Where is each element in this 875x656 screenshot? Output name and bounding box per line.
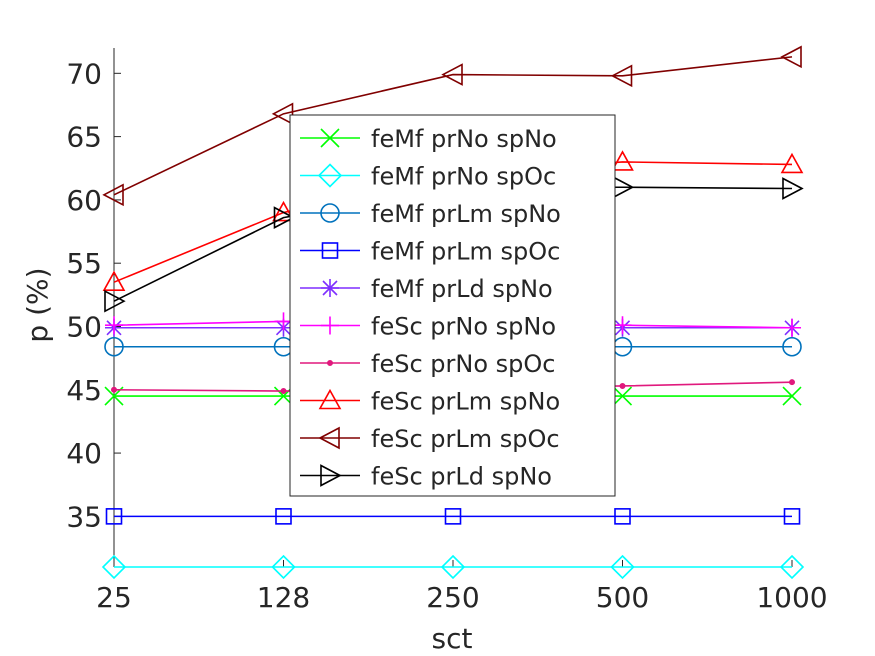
- legend-label: feMf prLd spNo: [371, 275, 553, 303]
- x-tick-label: 250: [426, 581, 479, 614]
- legend-item: feSc prNo spNo: [300, 313, 556, 341]
- legend-label: feMf prLm spNo: [371, 200, 561, 228]
- y-tick-label: 50: [66, 310, 102, 343]
- series-line: [113, 56, 793, 196]
- legend-item: feMf prLd spNo: [300, 275, 553, 303]
- data-point: [619, 382, 626, 389]
- data-point: [272, 200, 295, 222]
- data-point: [444, 508, 462, 525]
- data-point: [611, 150, 634, 171]
- data-point: [783, 508, 801, 525]
- legend-item: feMf prLm spNo: [300, 200, 561, 228]
- data-point: [610, 554, 635, 580]
- legend-item: feSc prLd spNo: [300, 463, 552, 491]
- data-point: [612, 386, 633, 406]
- series-layer: [101, 45, 805, 580]
- legend-label: feSc prNo spOc: [371, 350, 555, 378]
- data-point: [789, 379, 795, 386]
- data-point: [102, 270, 126, 291]
- data-point: [782, 177, 804, 200]
- data-point: [782, 386, 802, 406]
- legend-marker: [320, 128, 340, 148]
- data-point: [105, 508, 123, 525]
- data-point: [102, 183, 124, 207]
- x-tick-label: 25: [96, 581, 132, 614]
- legend-label: feMf prNo spOc: [371, 163, 556, 191]
- y-tick-label: 45: [66, 374, 102, 407]
- series-9: [102, 45, 802, 207]
- legend-marker: [321, 316, 339, 335]
- data-point: [104, 336, 124, 357]
- legend-marker: [317, 163, 343, 188]
- legend: feMf prNo spNo feMf prNo spOc feMf prLm sp…: [289, 114, 616, 497]
- legend-item: feSc prLm spOc: [300, 425, 560, 453]
- legend-label: feSc prLm spNo: [371, 388, 560, 416]
- series-2: [101, 554, 805, 580]
- data-point: [105, 316, 123, 335]
- data-point: [101, 554, 127, 580]
- legend-box: [289, 114, 616, 497]
- series-4: [105, 508, 801, 525]
- legend-marker: [321, 279, 339, 297]
- data-point: [271, 102, 294, 126]
- data-point: [783, 318, 801, 337]
- legend-item: feMf prLm spOc: [300, 238, 560, 266]
- data-point: [280, 388, 287, 395]
- legend-marker: [318, 388, 342, 410]
- data-point: [614, 508, 631, 525]
- data-point: [613, 316, 632, 335]
- x-tick-label: 500: [596, 581, 649, 614]
- y-tick-label: 65: [66, 121, 102, 154]
- y-tick-label: 35: [66, 500, 102, 533]
- x-axis-label: sct: [432, 622, 473, 655]
- legend-label: feMf prNo spNo: [371, 125, 557, 153]
- legend-item: feSc prLm spNo: [300, 388, 560, 416]
- legend-item: feSc prNo spOc: [300, 350, 555, 378]
- legend-label: feSc prLd spNo: [371, 463, 552, 491]
- data-point: [780, 152, 804, 174]
- legend-label: feSc prLm spOc: [371, 425, 560, 453]
- data-point: [780, 45, 802, 69]
- legend-marker: [318, 426, 340, 450]
- data-point: [782, 336, 802, 357]
- legend-marker: [320, 203, 340, 223]
- y-axis-label: p (%): [21, 267, 54, 342]
- legend-item: feMf prNo spNo: [300, 125, 557, 153]
- y-tick-label: 40: [66, 437, 102, 470]
- data-point: [440, 554, 466, 580]
- legend-marker: [320, 464, 342, 487]
- y-tick-label: 70: [66, 57, 102, 90]
- data-point: [111, 386, 117, 393]
- data-point: [271, 554, 296, 580]
- data-point: [104, 289, 126, 313]
- data-point: [273, 206, 296, 229]
- data-point: [610, 64, 633, 88]
- legend-item: feMf prNo spOc: [300, 163, 556, 191]
- legend-label: feSc prNo spNo: [371, 313, 556, 341]
- y-tick-label: 60: [66, 184, 102, 217]
- data-point: [779, 554, 805, 580]
- y-tick-label: 55: [66, 247, 102, 280]
- data-point: [441, 63, 463, 86]
- x-tick-label: 128: [257, 581, 310, 614]
- legend-label: feMf prLm spOc: [371, 238, 560, 266]
- legend-marker: [321, 242, 339, 259]
- axes: 35 40 45 50 55 60 65 70 25 128 250 500 1000: [66, 48, 828, 614]
- x-tick-label: 1000: [756, 581, 827, 614]
- data-point: [275, 508, 292, 525]
- legend-marker: [327, 360, 333, 366]
